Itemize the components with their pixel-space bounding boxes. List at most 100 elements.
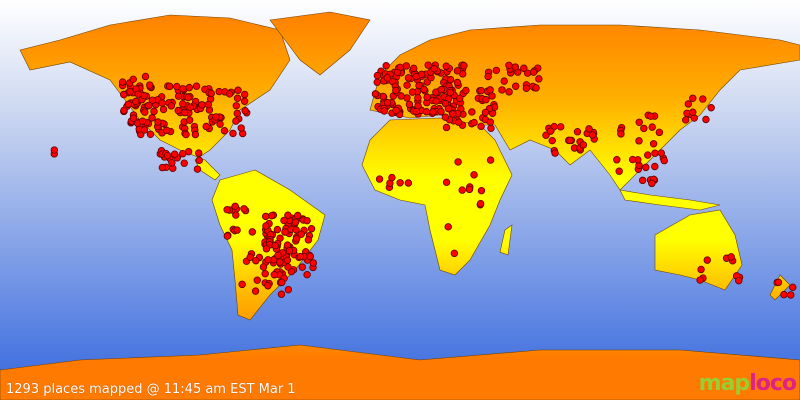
place-marker [193, 165, 202, 173]
place-marker [292, 235, 301, 243]
place-marker [307, 225, 316, 233]
place-marker [396, 179, 404, 187]
logo-part-map: map [698, 371, 751, 396]
place-marker [234, 86, 242, 94]
place-marker [223, 232, 232, 240]
place-marker [551, 149, 559, 157]
place-marker [640, 124, 648, 133]
place-marker [689, 94, 697, 102]
place-marker [292, 226, 300, 234]
place-marker [520, 64, 528, 72]
place-marker [273, 225, 282, 234]
place-marker [148, 96, 157, 104]
place-marker [281, 228, 289, 236]
place-marker [126, 88, 134, 96]
maploco-logo[interactable]: maploco [698, 371, 797, 396]
place-marker [191, 130, 200, 139]
place-marker [284, 211, 292, 219]
place-marker [414, 94, 422, 102]
place-marker [241, 107, 249, 115]
place-marker [165, 82, 174, 91]
place-marker [470, 171, 478, 179]
place-marker [468, 108, 476, 116]
place-marker [383, 98, 392, 107]
place-marker [522, 84, 531, 93]
place-marker [182, 130, 190, 139]
place-marker [450, 249, 459, 258]
place-marker [173, 82, 181, 91]
place-marker [442, 123, 451, 132]
place-marker [535, 75, 543, 83]
place-marker [246, 253, 254, 261]
place-marker [649, 140, 658, 148]
place-marker [120, 90, 128, 99]
place-marker [174, 106, 182, 115]
place-marker [689, 108, 697, 116]
place-marker [642, 163, 650, 172]
place-marker [446, 88, 454, 97]
place-marker [548, 136, 556, 145]
place-marker [298, 263, 307, 271]
indonesia [619, 189, 721, 211]
place-marker [264, 256, 272, 264]
place-marker [262, 212, 270, 221]
place-marker [280, 216, 288, 225]
place-marker [198, 101, 206, 109]
place-marker [529, 68, 538, 76]
place-marker [285, 247, 294, 255]
place-marker [159, 105, 168, 114]
place-marker [388, 173, 396, 182]
place-marker [124, 100, 132, 108]
place-marker [141, 108, 149, 116]
place-marker [648, 179, 656, 188]
place-marker [276, 258, 284, 266]
place-marker [470, 118, 478, 127]
place-marker [141, 72, 150, 81]
place-marker [233, 226, 241, 234]
place-marker [613, 156, 621, 164]
place-marker [505, 61, 513, 69]
place-marker [442, 178, 451, 187]
place-marker [167, 102, 176, 110]
place-marker [681, 116, 690, 124]
place-marker [261, 270, 269, 278]
place-marker [270, 271, 279, 279]
place-marker [727, 253, 735, 261]
place-marker [484, 72, 492, 81]
place-marker [231, 202, 239, 210]
place-marker [248, 228, 256, 236]
place-marker [380, 107, 388, 115]
place-marker [207, 89, 215, 98]
place-marker [617, 130, 625, 138]
place-marker [284, 285, 293, 294]
place-marker [787, 291, 795, 299]
place-marker [154, 118, 162, 126]
place-marker [220, 127, 229, 135]
place-marker [500, 77, 508, 85]
place-marker [262, 222, 270, 230]
place-marker [382, 62, 390, 70]
place-marker [232, 211, 240, 219]
place-marker [420, 85, 428, 94]
place-marker [392, 106, 400, 115]
place-marker [146, 81, 154, 89]
place-marker [238, 280, 246, 289]
africa [361, 117, 513, 276]
place-marker [240, 205, 248, 213]
place-marker [442, 62, 450, 70]
place-marker [707, 104, 715, 112]
place-marker [204, 100, 212, 109]
place-marker [202, 122, 210, 131]
place-marker [186, 116, 194, 124]
place-marker [134, 90, 143, 98]
place-marker [185, 83, 193, 92]
place-marker [179, 85, 187, 93]
place-marker [780, 290, 788, 299]
place-marker [240, 90, 249, 99]
place-marker [477, 186, 486, 195]
place-marker [481, 108, 490, 117]
place-marker [223, 205, 231, 214]
place-marker [735, 276, 743, 285]
place-marker [453, 67, 462, 75]
